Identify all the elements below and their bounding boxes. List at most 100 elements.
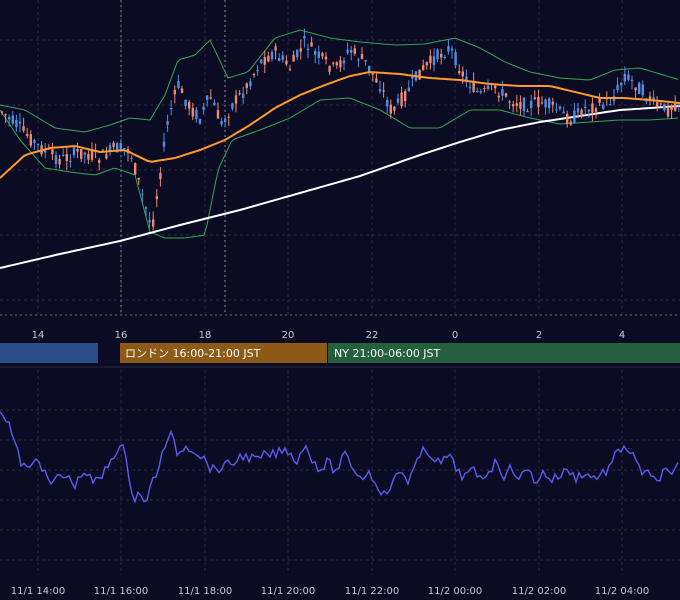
- candle-body: [252, 74, 256, 75]
- candle-body: [526, 111, 529, 113]
- candle-body: [162, 141, 166, 147]
- candle-body: [209, 97, 212, 99]
- candle-body: [443, 57, 446, 58]
- candle-body: [375, 78, 378, 83]
- candle-body: [335, 62, 338, 66]
- candle-body: [404, 91, 407, 101]
- candle-body: [357, 59, 360, 61]
- candle-body: [497, 95, 500, 98]
- candle-body: [58, 158, 61, 165]
- candle-body: [234, 95, 238, 104]
- candle-body: [195, 109, 198, 119]
- candle-body: [231, 103, 234, 109]
- candlesticks: [0, 28, 680, 231]
- candle-body: [26, 134, 29, 136]
- candle-body: [576, 108, 580, 113]
- candle-body: [267, 55, 270, 62]
- candle-body: [371, 73, 374, 75]
- candle-body: [90, 150, 94, 160]
- candle-body: [411, 76, 414, 79]
- bollinger-lower-band: [0, 97, 679, 239]
- candle-body: [4, 114, 7, 116]
- candle-body: [519, 102, 522, 109]
- candle-body: [422, 65, 425, 70]
- candle-body: [173, 89, 176, 95]
- candle-body: [472, 81, 475, 92]
- candle-body: [436, 49, 439, 60]
- candle-body: [141, 193, 144, 195]
- candle-body: [317, 51, 320, 58]
- candle-body: [537, 97, 540, 108]
- candle-body: [339, 60, 342, 68]
- oscillator-line: [0, 411, 679, 504]
- moving-average-fast-line: [0, 71, 680, 179]
- candle-body: [486, 85, 490, 89]
- candle-body: [551, 101, 554, 105]
- candle-body: [530, 100, 533, 108]
- candle-body: [54, 155, 58, 164]
- candle-body: [584, 106, 587, 108]
- candle-body: [562, 111, 565, 114]
- candle-body: [238, 93, 241, 95]
- candle-body: [353, 48, 356, 54]
- candle-body: [386, 100, 389, 107]
- candle-body: [112, 142, 115, 147]
- candle-body: [544, 99, 547, 108]
- candle-body: [594, 108, 598, 112]
- candle-body: [87, 153, 90, 160]
- candle-body: [598, 98, 601, 103]
- main-x-tick-label: 4: [619, 330, 625, 341]
- candle-body: [540, 102, 544, 104]
- candle-body: [548, 98, 551, 108]
- bollinger-upper-band: [0, 29, 679, 133]
- candle-body: [191, 108, 194, 117]
- candle-body: [418, 69, 421, 80]
- candle-body: [440, 53, 443, 58]
- candle-body: [616, 84, 619, 91]
- candle-body: [429, 55, 432, 64]
- candle-body: [652, 97, 655, 101]
- candle-body: [458, 71, 461, 74]
- candle-body: [321, 53, 324, 57]
- candle-body: [281, 55, 284, 60]
- candle-body: [368, 65, 371, 72]
- candle-body: [634, 87, 637, 91]
- candle-body: [670, 106, 673, 111]
- candle-body: [677, 103, 680, 105]
- candle-body: [666, 106, 670, 117]
- candle-body: [296, 49, 299, 58]
- candle-body: [148, 220, 151, 223]
- candle-body: [393, 106, 396, 111]
- candle-body: [656, 102, 659, 107]
- candle-body: [245, 83, 248, 88]
- candle-body: [198, 119, 202, 124]
- candle-body: [206, 95, 209, 100]
- candle-body: [396, 98, 400, 103]
- candle-body: [306, 48, 310, 51]
- oscillator-x-tick-label: 11/1 22:00: [345, 586, 399, 597]
- candle-body: [105, 154, 108, 159]
- candle-body: [364, 59, 367, 62]
- candle-body: [213, 102, 216, 106]
- candle-body: [202, 106, 205, 110]
- candle-body: [80, 149, 83, 159]
- oscillator-x-tick-label: 11/1 16:00: [94, 586, 148, 597]
- candle-body: [389, 104, 392, 114]
- candle-body: [170, 108, 173, 109]
- candle-body: [641, 84, 644, 96]
- candle-body: [270, 51, 274, 60]
- main-x-tick-label: 2: [536, 330, 542, 341]
- candle-body: [494, 85, 497, 89]
- main-x-tick-label: 14: [32, 330, 45, 341]
- candle-body: [299, 48, 302, 52]
- candle-body: [227, 116, 230, 118]
- candle-body: [638, 82, 641, 94]
- candle-body: [587, 109, 590, 112]
- candle-body: [332, 62, 335, 64]
- candle-body: [591, 103, 594, 113]
- candle-body: [533, 97, 536, 99]
- candle-body: [630, 79, 634, 81]
- candle-body: [324, 56, 328, 60]
- candle-body: [98, 160, 101, 163]
